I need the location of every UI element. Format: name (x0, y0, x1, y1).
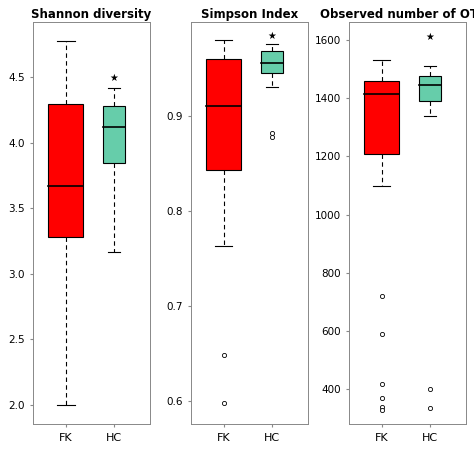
Title: Simpson Index: Simpson Index (201, 8, 298, 21)
Text: ★: ★ (110, 73, 118, 83)
Text: ★: ★ (426, 32, 435, 42)
Title: Observed number of OTUs: Observed number of OTUs (320, 8, 474, 21)
Title: Shannon diversity: Shannon diversity (31, 8, 152, 21)
Bar (364, 81, 400, 153)
Bar (261, 51, 283, 73)
Bar (206, 59, 241, 170)
Bar (103, 106, 126, 162)
Bar (419, 76, 441, 101)
Text: ★: ★ (268, 31, 276, 41)
Bar (48, 104, 83, 237)
